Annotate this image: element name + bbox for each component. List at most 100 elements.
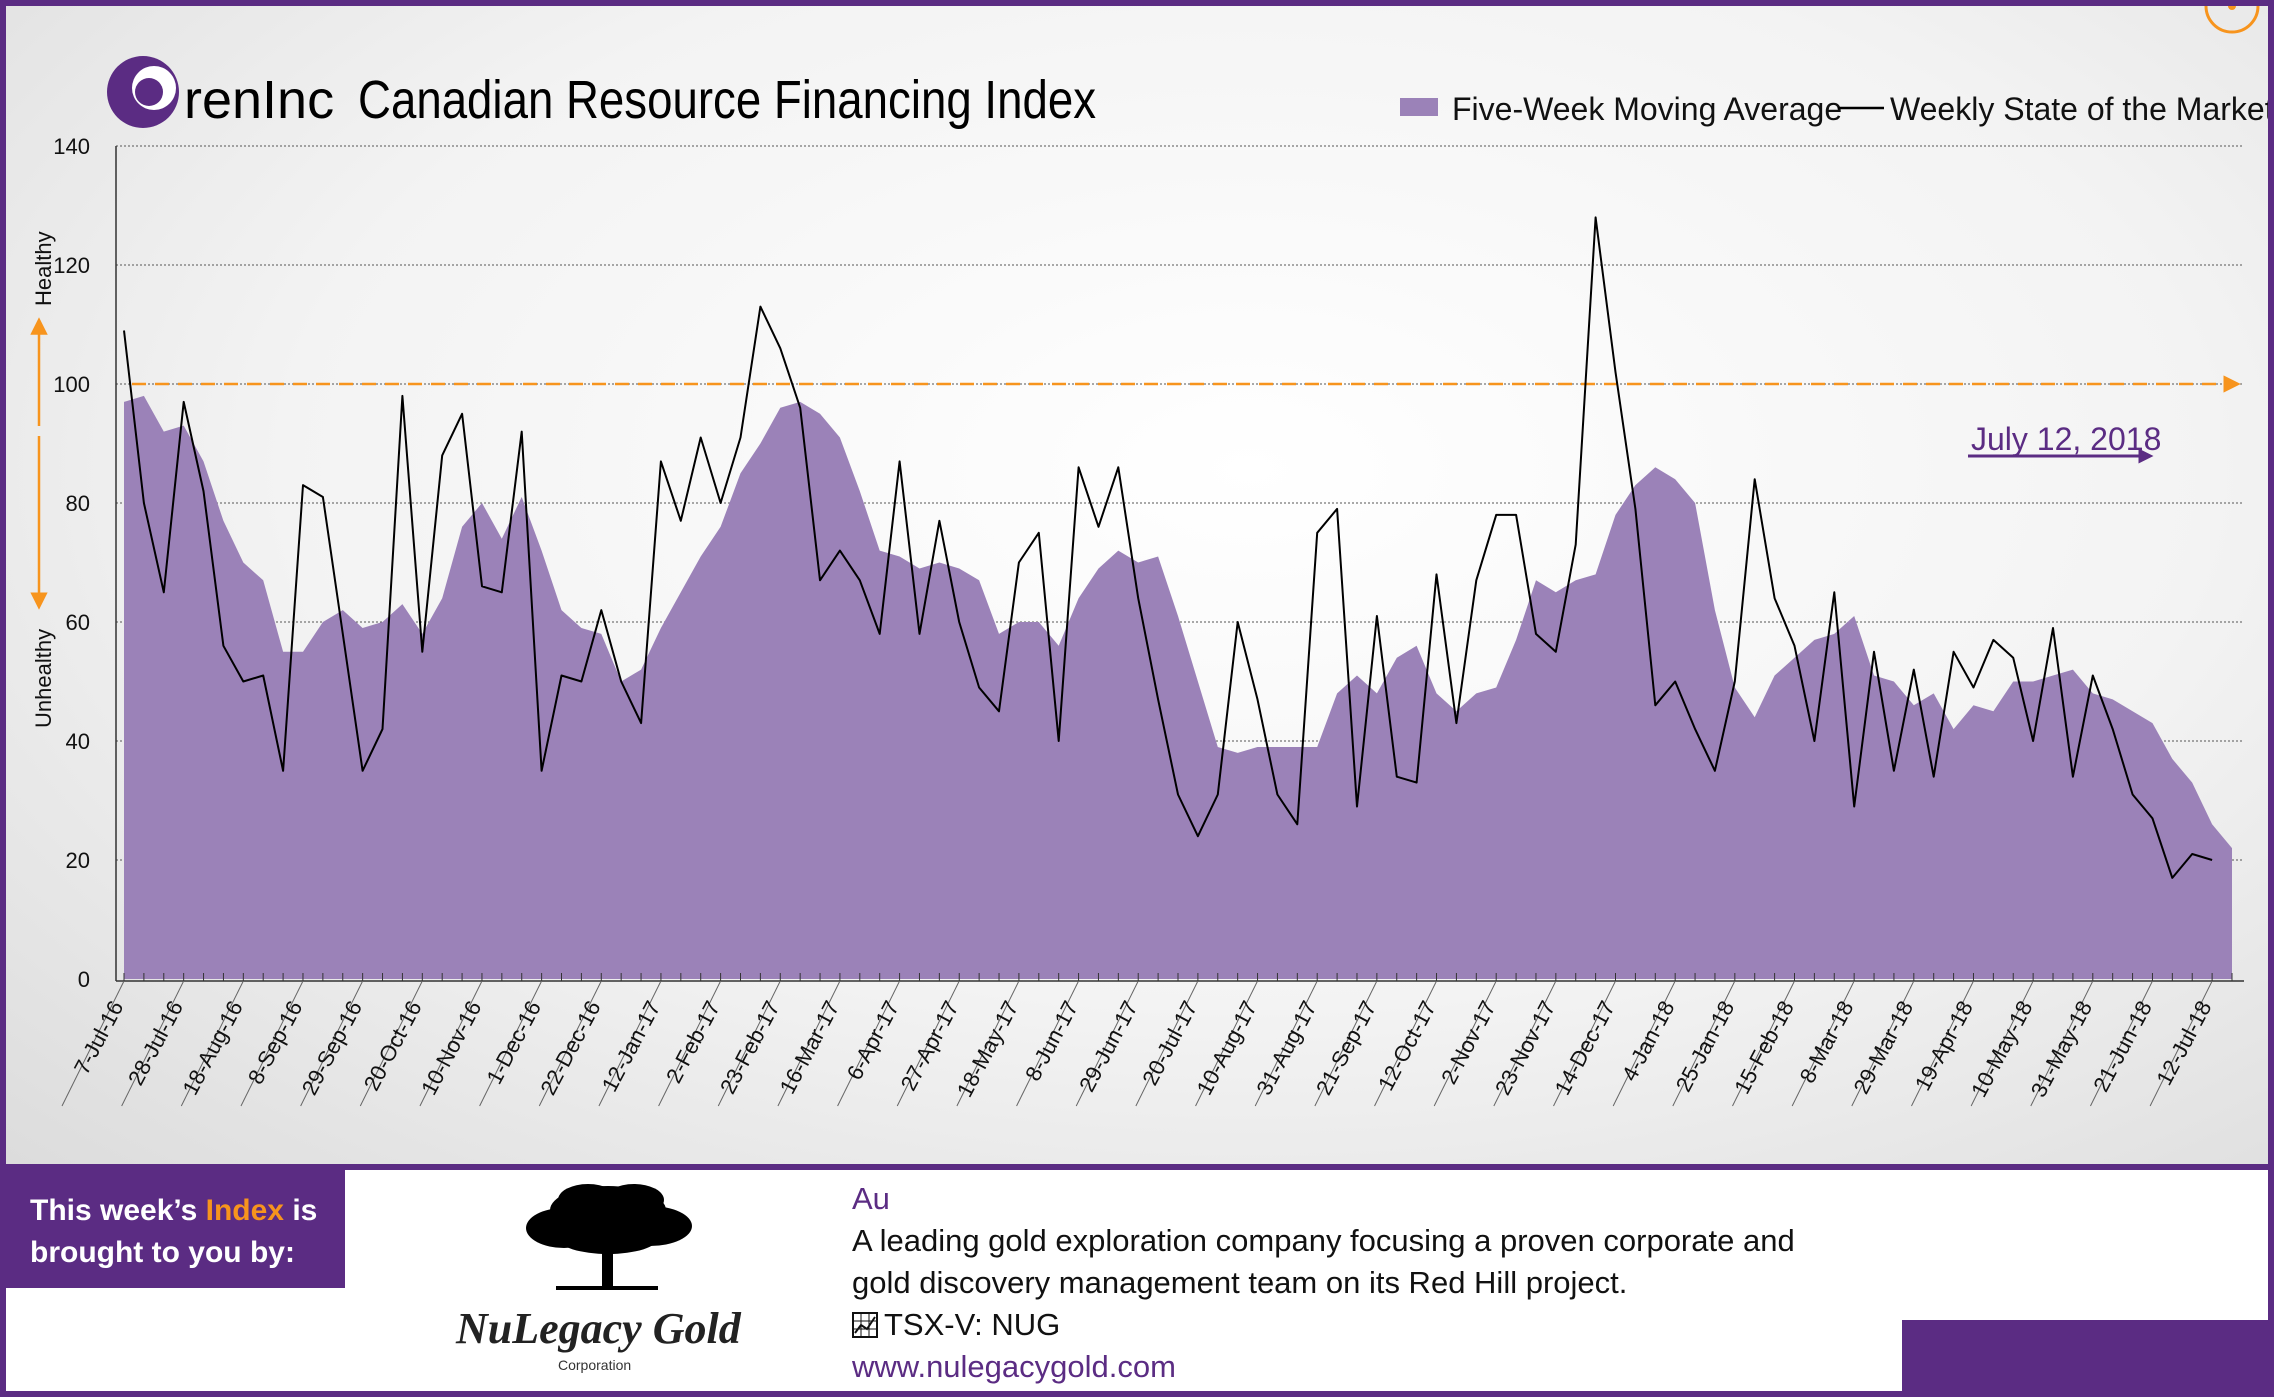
sponsor-intro-box: This week’s Index is brought to you by:	[6, 1170, 345, 1288]
sponsor-ticker-row: TSX-V: NUG	[852, 1304, 1852, 1346]
x-tick-label: 1-Dec-16	[481, 997, 546, 1089]
x-tick-label: 12-Jul-18	[2151, 997, 2216, 1090]
x-tick-label: 18-Aug-16	[177, 997, 247, 1099]
x-tick-label: 20-Jul-17	[1137, 997, 1202, 1090]
x-tick-leader	[479, 980, 543, 1107]
sponsor-intro-line1: This week’s Index is	[30, 1190, 345, 1232]
x-tick-label: 15-Feb-18	[1729, 997, 1799, 1098]
x-tick-label: 4-Jan-18	[1617, 997, 1680, 1085]
y-tick-label: 40	[66, 729, 90, 754]
x-tick-leader	[240, 980, 304, 1107]
stock-chart-icon	[852, 1312, 878, 1338]
legend-area-label: Five-Week Moving Average	[1452, 91, 1842, 127]
x-tick-leader	[1195, 980, 1258, 1107]
x-tick-labels: 7-Jul-1628-Jul-1618-Aug-168-Sep-1629-Sep…	[69, 997, 2217, 1102]
callout-highlight-circle	[2204, 6, 2260, 34]
tree-logo-icon: NuLegacy Gold Corporation	[455, 1184, 742, 1373]
chart-title: Canadian Resource Financing Index	[358, 70, 1096, 130]
x-tick-label: 6-Apr-17	[842, 997, 904, 1084]
x-tick-label: 23-Nov-17	[1490, 997, 1560, 1099]
weekly-market-line	[123, 216, 2213, 879]
x-tick-leader	[359, 980, 423, 1107]
x-tick-label: 12-Oct-17	[1373, 997, 1441, 1095]
x-tick-leader	[717, 980, 781, 1107]
legend-line-label: Weekly State of the Market	[1890, 91, 2268, 127]
y-tick-label: 20	[66, 848, 90, 873]
x-tick-label: 21-Sep-17	[1311, 997, 1381, 1099]
healthy-label: Healthy	[31, 231, 56, 306]
sponsor-description-line1: A leading gold exploration company focus…	[852, 1223, 1795, 1258]
x-tick-label: 16-Mar-17	[775, 997, 845, 1098]
x-tick-leader	[1851, 980, 1915, 1107]
x-tick-leader	[2030, 980, 2094, 1107]
x-tick-leader	[419, 980, 483, 1107]
x-tick-leader	[180, 980, 244, 1107]
x-tick-leader	[300, 980, 364, 1107]
x-tick-label: 29-Sep-16	[297, 997, 367, 1099]
sponsor-description: Au A leading gold exploration company fo…	[852, 1178, 1852, 1388]
y-tick-label: 120	[53, 253, 90, 278]
y-tick-label: 140	[53, 134, 90, 159]
x-tick-label: 28-Jul-16	[123, 997, 188, 1090]
financing-index-chart: renInc Canadian Resource Financing Index…	[30, 6, 2268, 1107]
x-tick-leader	[121, 980, 185, 1107]
sponsor-symbol: Au	[852, 1181, 890, 1216]
sponsor-logo[interactable]: NuLegacy Gold Corporation	[436, 1170, 836, 1391]
x-tick-label: 2-Nov-17	[1436, 997, 1501, 1089]
x-tick-leader	[1911, 980, 1974, 1107]
x-tick-label: 14-Dec-17	[1550, 997, 1620, 1099]
x-tick-leader	[1433, 980, 1497, 1107]
x-tick-leader	[1374, 980, 1437, 1107]
x-tick-label: 8-Jun-17	[1020, 997, 1083, 1085]
x-tick-leader	[1732, 980, 1795, 1107]
sponsor-website-link[interactable]: www.nulegacygold.com	[852, 1349, 1176, 1384]
x-tick-label: 19-Apr-18	[1910, 997, 1978, 1095]
y-tick-label: 80	[66, 491, 90, 516]
y-tick-label: 0	[78, 967, 90, 992]
x-tick-leader	[1970, 980, 2034, 1107]
x-tick-label: 29-Mar-18	[1849, 997, 1919, 1098]
x-tick-leader	[1553, 980, 1616, 1107]
x-tick-leader	[837, 980, 901, 1107]
y-tick-labels: 0 20 40 60 80 100 120 140	[53, 134, 90, 992]
x-tick-label: 22-Dec-16	[535, 997, 605, 1099]
x-tick-leader	[1075, 980, 1139, 1107]
x-tick-label: 23-Feb-17	[715, 997, 785, 1098]
x-tick-label: 31-May-18	[2026, 997, 2097, 1102]
x-tick-leader	[1672, 980, 1736, 1107]
x-tick-leader	[658, 980, 722, 1107]
x-tick-label: 21-Jun-18	[2088, 997, 2157, 1096]
brand-logo	[107, 56, 179, 128]
y-tick-label: 60	[66, 610, 90, 635]
x-tick-label: 10-Aug-17	[1192, 997, 1262, 1099]
axis-layer	[61, 146, 2244, 1107]
x-tick-label: 10-Nov-16	[416, 997, 486, 1099]
sponsor-intro-line2: brought to you by:	[30, 1236, 295, 1269]
sponsor-intro-text-end: is	[284, 1194, 318, 1227]
x-tick-label: 12-Jan-17	[597, 997, 666, 1096]
unhealthy-label: Unhealthy	[31, 629, 56, 728]
x-tick-leader	[1254, 980, 1318, 1107]
brand-text: renInc	[184, 70, 334, 130]
y-tick-label: 100	[53, 372, 90, 397]
x-tick-label: 27-Apr-17	[896, 997, 964, 1095]
x-tick-leader	[61, 980, 125, 1107]
chart-area: renInc Canadian Resource Financing Index…	[6, 6, 2268, 1164]
legend-area-swatch	[1400, 98, 1438, 116]
sponsor-ticker: TSX-V: NUG	[884, 1307, 1061, 1342]
sponsor-intro-highlight: Index	[205, 1194, 284, 1227]
x-tick-label: 20-Oct-16	[359, 997, 427, 1095]
x-tick-leader	[2149, 980, 2213, 1107]
callout-date-label: July 12, 2018	[1971, 421, 2161, 457]
x-tick-label: 7-Jul-16	[69, 997, 128, 1079]
x-tick-label: 8-Mar-18	[1795, 997, 1859, 1088]
x-tick-label: 29-Jun-17	[1074, 997, 1143, 1096]
x-tick-label: 18-May-17	[952, 997, 1023, 1102]
sponsor-logo-name: NuLegacy Gold	[455, 1304, 742, 1353]
footer-divider	[6, 1164, 2268, 1170]
x-tick-label: 25-Jan-18	[1671, 997, 1740, 1096]
x-tick-leader	[1791, 980, 1855, 1107]
moving-average-area	[124, 395, 2232, 979]
x-tick-label: 2-Feb-17	[661, 997, 725, 1088]
